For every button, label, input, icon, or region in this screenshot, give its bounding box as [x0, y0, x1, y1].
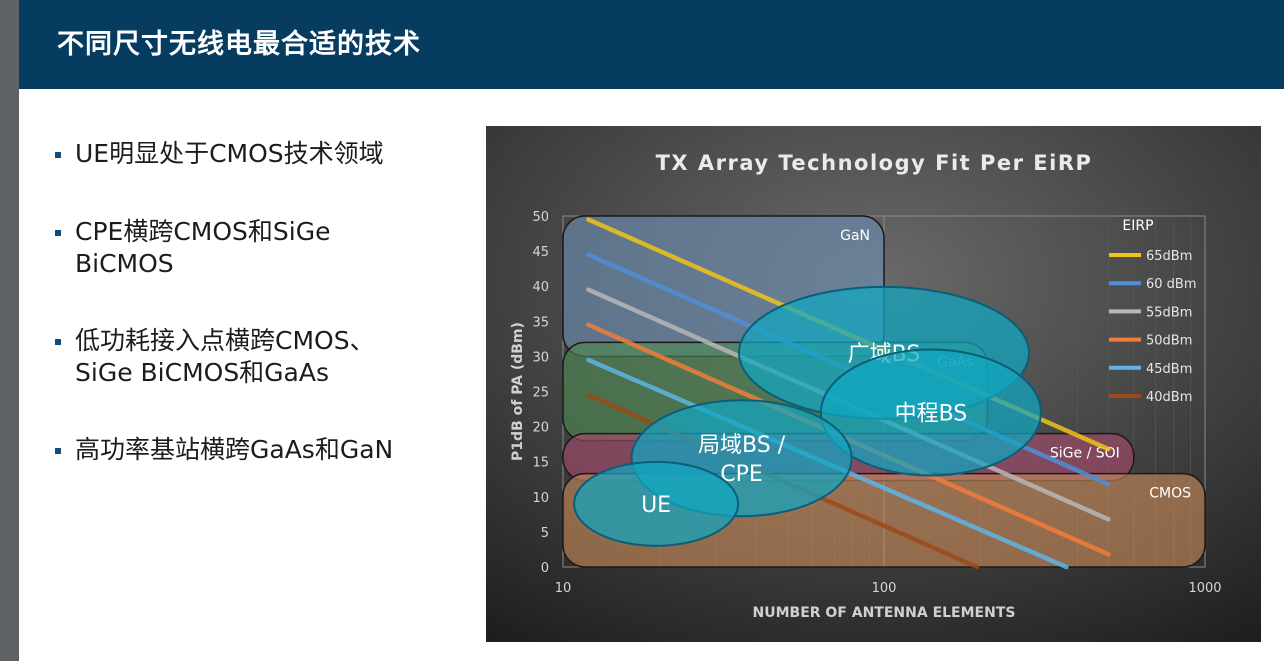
y-tick-label: 30	[532, 350, 549, 365]
y-tick-label: 40	[532, 280, 549, 295]
bullet-text: 高功率基站横跨GaAs和GaN	[75, 435, 394, 464]
bullet-text: 低功耗接入点横跨CMOS、 SiGe BiCMOS和GaAs	[75, 326, 375, 387]
y-tick-label: 50	[532, 210, 549, 225]
chart-title: TX Array Technology Fit Per EiRP	[656, 151, 1093, 175]
y-tick-label: 15	[532, 456, 549, 471]
x-tick-label: 100	[872, 581, 897, 596]
legend-label: 60 dBm	[1146, 277, 1197, 292]
legend: EIRP 65dBm 60 dBm 55dBm 50dBm 45dBm 40dBm	[1109, 218, 1197, 405]
x-axis-label: NUMBER OF ANTENNA ELEMENTS	[753, 605, 1016, 621]
region-label: CMOS	[1149, 486, 1191, 502]
legend-label: 55dBm	[1146, 305, 1192, 320]
y-tick-label: 45	[532, 245, 549, 260]
y-axis-label: P1dB of PA (dBm)	[510, 322, 526, 461]
y-tick-label: 35	[532, 315, 549, 330]
use-case-label: UE	[641, 493, 671, 518]
use-case-label: 中程BS	[895, 402, 968, 427]
legend-label: 40dBm	[1146, 390, 1192, 405]
y-tick-label: 25	[532, 386, 549, 401]
legend-label: 65dBm	[1146, 249, 1192, 264]
y-tick-label: 5	[541, 526, 549, 541]
x-tick-label: 10	[555, 581, 572, 596]
bullet-marker	[55, 152, 61, 158]
y-tick-label: 20	[532, 421, 549, 436]
x-tick-label: 1000	[1188, 581, 1221, 596]
use-case-ellipse	[573, 460, 740, 547]
region-label: SiGe / SOI	[1050, 446, 1120, 462]
use-case-ellipse	[819, 348, 1042, 477]
region-label: GaN	[840, 228, 870, 244]
left-edge-strip	[0, 0, 19, 661]
legend-title: EIRP	[1122, 218, 1153, 234]
axes: 0 5 10 15 20 25 30 35 40 45 50 10 100 1000 NUMBER OF A…	[510, 210, 1222, 621]
bullet-marker	[55, 339, 61, 345]
y-tick-label: 10	[532, 491, 549, 506]
bullet-marker	[55, 448, 61, 454]
chart-container: TX Array Technology Fit Per EiRP GaNGaAs…	[486, 126, 1261, 642]
legend-label: 45dBm	[1146, 362, 1192, 377]
bullet-marker	[55, 230, 61, 236]
slide-header: 不同尺寸无线电最合适的技术	[19, 0, 1284, 89]
y-tick-label: 0	[541, 561, 549, 576]
tx-array-chart: TX Array Technology Fit Per EiRP GaNGaAs…	[486, 126, 1261, 642]
slide-title: 不同尺寸无线电最合适的技术	[57, 29, 421, 60]
legend-label: 50dBm	[1146, 334, 1192, 349]
bullet-text: CPE横跨CMOS和SiGe BiCMOS	[75, 217, 331, 278]
bullet-text: UE明显处于CMOS技术领域	[75, 139, 384, 168]
